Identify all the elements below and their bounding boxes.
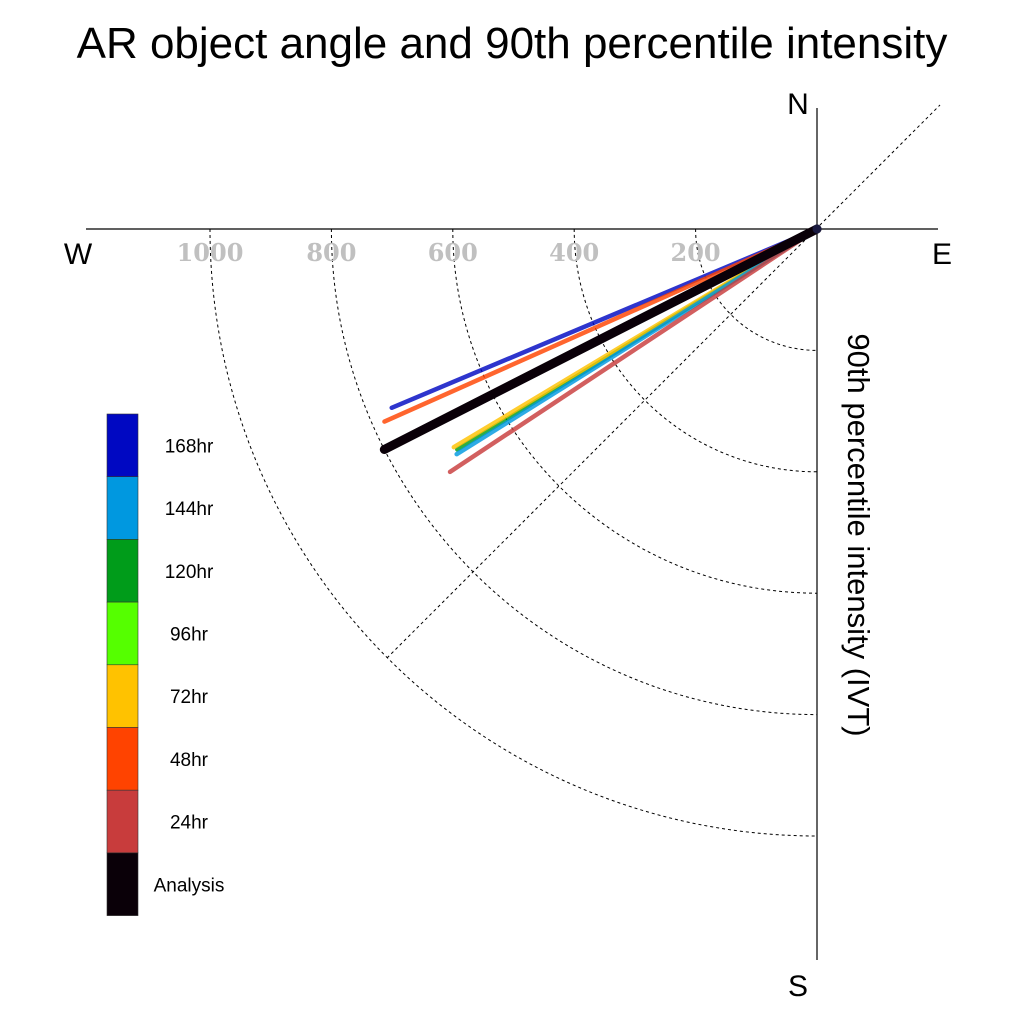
radial-tick-label-400: 400 bbox=[549, 238, 599, 267]
legend-label-168hr: 168hr bbox=[165, 436, 214, 457]
legend-label-72hr: 72hr bbox=[170, 687, 209, 708]
legend-swatch-120hr bbox=[106, 539, 139, 603]
legend-label-120hr: 120hr bbox=[165, 562, 214, 583]
radial-tick-label-800: 800 bbox=[306, 238, 356, 267]
ticks-layer: 200 400 600 800 1000 bbox=[177, 238, 721, 267]
legend-swatch-24hr bbox=[106, 789, 139, 854]
legend-label-analysis: Analysis bbox=[154, 875, 225, 896]
legend: 168hr 144hr 120hr 96hr 72hr 48hr 24hr Analysis bbox=[106, 413, 225, 916]
legend-label-96hr: 96hr bbox=[170, 624, 209, 645]
legend-label-24hr: 24hr bbox=[170, 813, 209, 834]
legend-label-48hr: 48hr bbox=[170, 750, 209, 771]
compass-east-label: E bbox=[932, 238, 952, 271]
legend-swatch-96hr bbox=[106, 601, 139, 666]
legend-swatch-168hr bbox=[106, 413, 139, 478]
vector-analysis bbox=[379, 224, 822, 454]
grid-layer bbox=[209, 104, 941, 837]
legend-swatch-48hr bbox=[106, 727, 139, 791]
chart-title: AR object angle and 90th percentile inte… bbox=[77, 19, 948, 68]
grid-arc-800 bbox=[330, 228, 818, 716]
axes-layer bbox=[86, 108, 938, 960]
grid-arc-400 bbox=[573, 228, 818, 473]
grid-arc-600 bbox=[452, 228, 818, 594]
legend-swatch-analysis bbox=[106, 852, 139, 916]
vector-24hr bbox=[447, 226, 820, 475]
radial-tick-label-200: 200 bbox=[671, 238, 721, 267]
compass-west-label: W bbox=[64, 238, 93, 271]
legend-swatch-144hr bbox=[106, 476, 139, 540]
compass-north-label: N bbox=[787, 88, 809, 121]
grid-diagonal bbox=[386, 104, 941, 659]
vectors-layer bbox=[379, 224, 822, 475]
legend-swatch-72hr bbox=[106, 664, 139, 728]
compass-south-label: S bbox=[788, 970, 808, 1003]
origin-point bbox=[812, 224, 822, 234]
radial-tick-label-1000: 1000 bbox=[177, 238, 244, 267]
legend-label-144hr: 144hr bbox=[165, 499, 214, 520]
grid-arc-200 bbox=[695, 228, 818, 351]
grid-arc-1000 bbox=[209, 228, 818, 837]
radial-tick-label-600: 600 bbox=[428, 238, 478, 267]
radial-axis-label: 90th percentile intensity (IVT) bbox=[841, 333, 876, 736]
